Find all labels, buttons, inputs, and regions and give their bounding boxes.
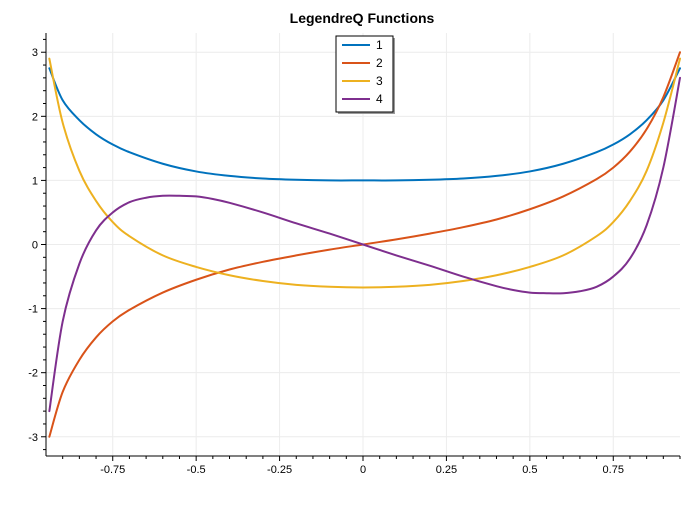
y-tick-label: -2 — [28, 368, 38, 380]
legend-label-2: 2 — [376, 56, 383, 70]
x-tick-label: 0.5 — [522, 464, 537, 476]
y-tick-label: 1 — [32, 175, 38, 187]
series-line-3 — [48, 57, 681, 289]
chart-title: LegendreQ Functions — [290, 10, 435, 26]
x-tick-label: 0.75 — [603, 464, 624, 476]
y-tick-label: 0 — [32, 240, 38, 252]
x-tick-label: -0.75 — [100, 464, 125, 476]
y-axis-ticks: -3 -2 -1 0 1 2 3 — [28, 47, 38, 444]
axes — [41, 33, 681, 461]
y-tick-label: 3 — [32, 47, 38, 59]
y-tick-label: -1 — [28, 304, 38, 316]
x-tick-label: 0.25 — [436, 464, 457, 476]
series-lines — [48, 51, 681, 438]
x-tick-label: -0.5 — [187, 464, 206, 476]
legend-label-4: 4 — [376, 92, 383, 106]
legend: 1 2 3 4 — [335, 35, 395, 114]
series-line-4 — [48, 76, 681, 413]
legend-box — [335, 35, 394, 113]
series-line-1 — [48, 67, 681, 182]
y-tick-label: -3 — [28, 432, 38, 444]
y-tick-label: 2 — [32, 111, 38, 123]
legend-label-3: 3 — [376, 74, 383, 88]
x-axis-ticks: -0.75 -0.5 -0.25 0 0.25 0.5 0.75 — [100, 464, 624, 476]
legend-label-1: 1 — [376, 38, 383, 52]
x-tick-label: 0 — [360, 464, 366, 476]
x-tick-label: -0.25 — [267, 464, 292, 476]
